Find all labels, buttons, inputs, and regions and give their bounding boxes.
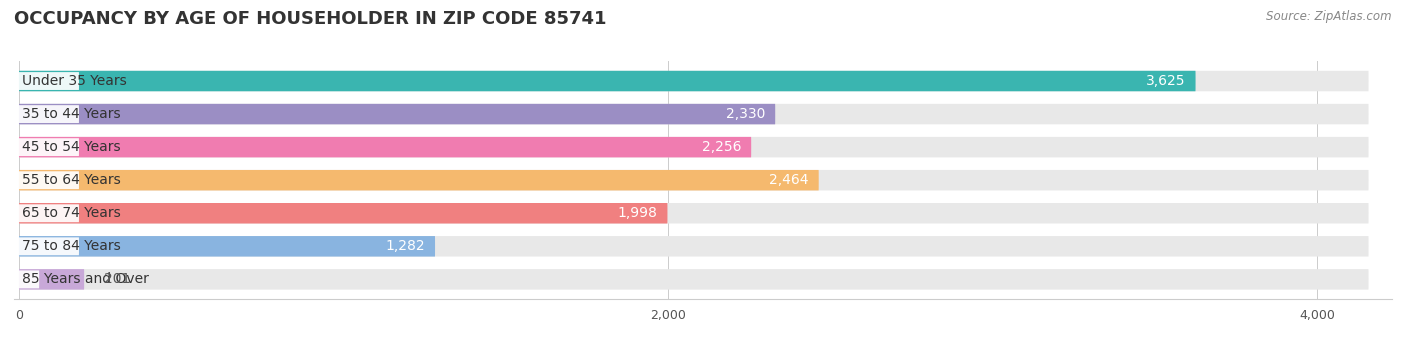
FancyBboxPatch shape xyxy=(18,203,668,223)
Text: 45 to 54 Years: 45 to 54 Years xyxy=(21,140,120,154)
FancyBboxPatch shape xyxy=(15,105,79,123)
Text: 2,330: 2,330 xyxy=(725,107,765,121)
Text: 85 Years and Over: 85 Years and Over xyxy=(21,272,149,286)
Text: 1,998: 1,998 xyxy=(617,206,658,220)
Text: 35 to 44 Years: 35 to 44 Years xyxy=(21,107,120,121)
FancyBboxPatch shape xyxy=(15,204,79,222)
FancyBboxPatch shape xyxy=(18,269,1368,290)
Text: 2,464: 2,464 xyxy=(769,173,808,187)
Text: 3,625: 3,625 xyxy=(1146,74,1185,88)
FancyBboxPatch shape xyxy=(15,270,39,288)
Text: 55 to 64 Years: 55 to 64 Years xyxy=(21,173,121,187)
Text: Source: ZipAtlas.com: Source: ZipAtlas.com xyxy=(1267,10,1392,23)
FancyBboxPatch shape xyxy=(18,236,1368,257)
FancyBboxPatch shape xyxy=(15,237,79,255)
FancyBboxPatch shape xyxy=(18,104,1368,124)
Text: 1,282: 1,282 xyxy=(385,239,425,253)
Text: 201: 201 xyxy=(104,272,129,286)
FancyBboxPatch shape xyxy=(18,137,1368,157)
Text: 65 to 74 Years: 65 to 74 Years xyxy=(21,206,121,220)
FancyBboxPatch shape xyxy=(18,170,818,190)
Text: 2,256: 2,256 xyxy=(702,140,741,154)
FancyBboxPatch shape xyxy=(18,269,84,290)
FancyBboxPatch shape xyxy=(15,138,79,156)
FancyBboxPatch shape xyxy=(15,171,79,189)
FancyBboxPatch shape xyxy=(18,71,1195,91)
FancyBboxPatch shape xyxy=(18,137,751,157)
FancyBboxPatch shape xyxy=(18,170,1368,190)
FancyBboxPatch shape xyxy=(18,236,434,257)
Text: 75 to 84 Years: 75 to 84 Years xyxy=(21,239,121,253)
Text: Under 35 Years: Under 35 Years xyxy=(21,74,127,88)
FancyBboxPatch shape xyxy=(18,104,775,124)
FancyBboxPatch shape xyxy=(18,203,1368,223)
FancyBboxPatch shape xyxy=(18,71,1368,91)
Text: OCCUPANCY BY AGE OF HOUSEHOLDER IN ZIP CODE 85741: OCCUPANCY BY AGE OF HOUSEHOLDER IN ZIP C… xyxy=(14,10,606,28)
FancyBboxPatch shape xyxy=(15,72,79,90)
